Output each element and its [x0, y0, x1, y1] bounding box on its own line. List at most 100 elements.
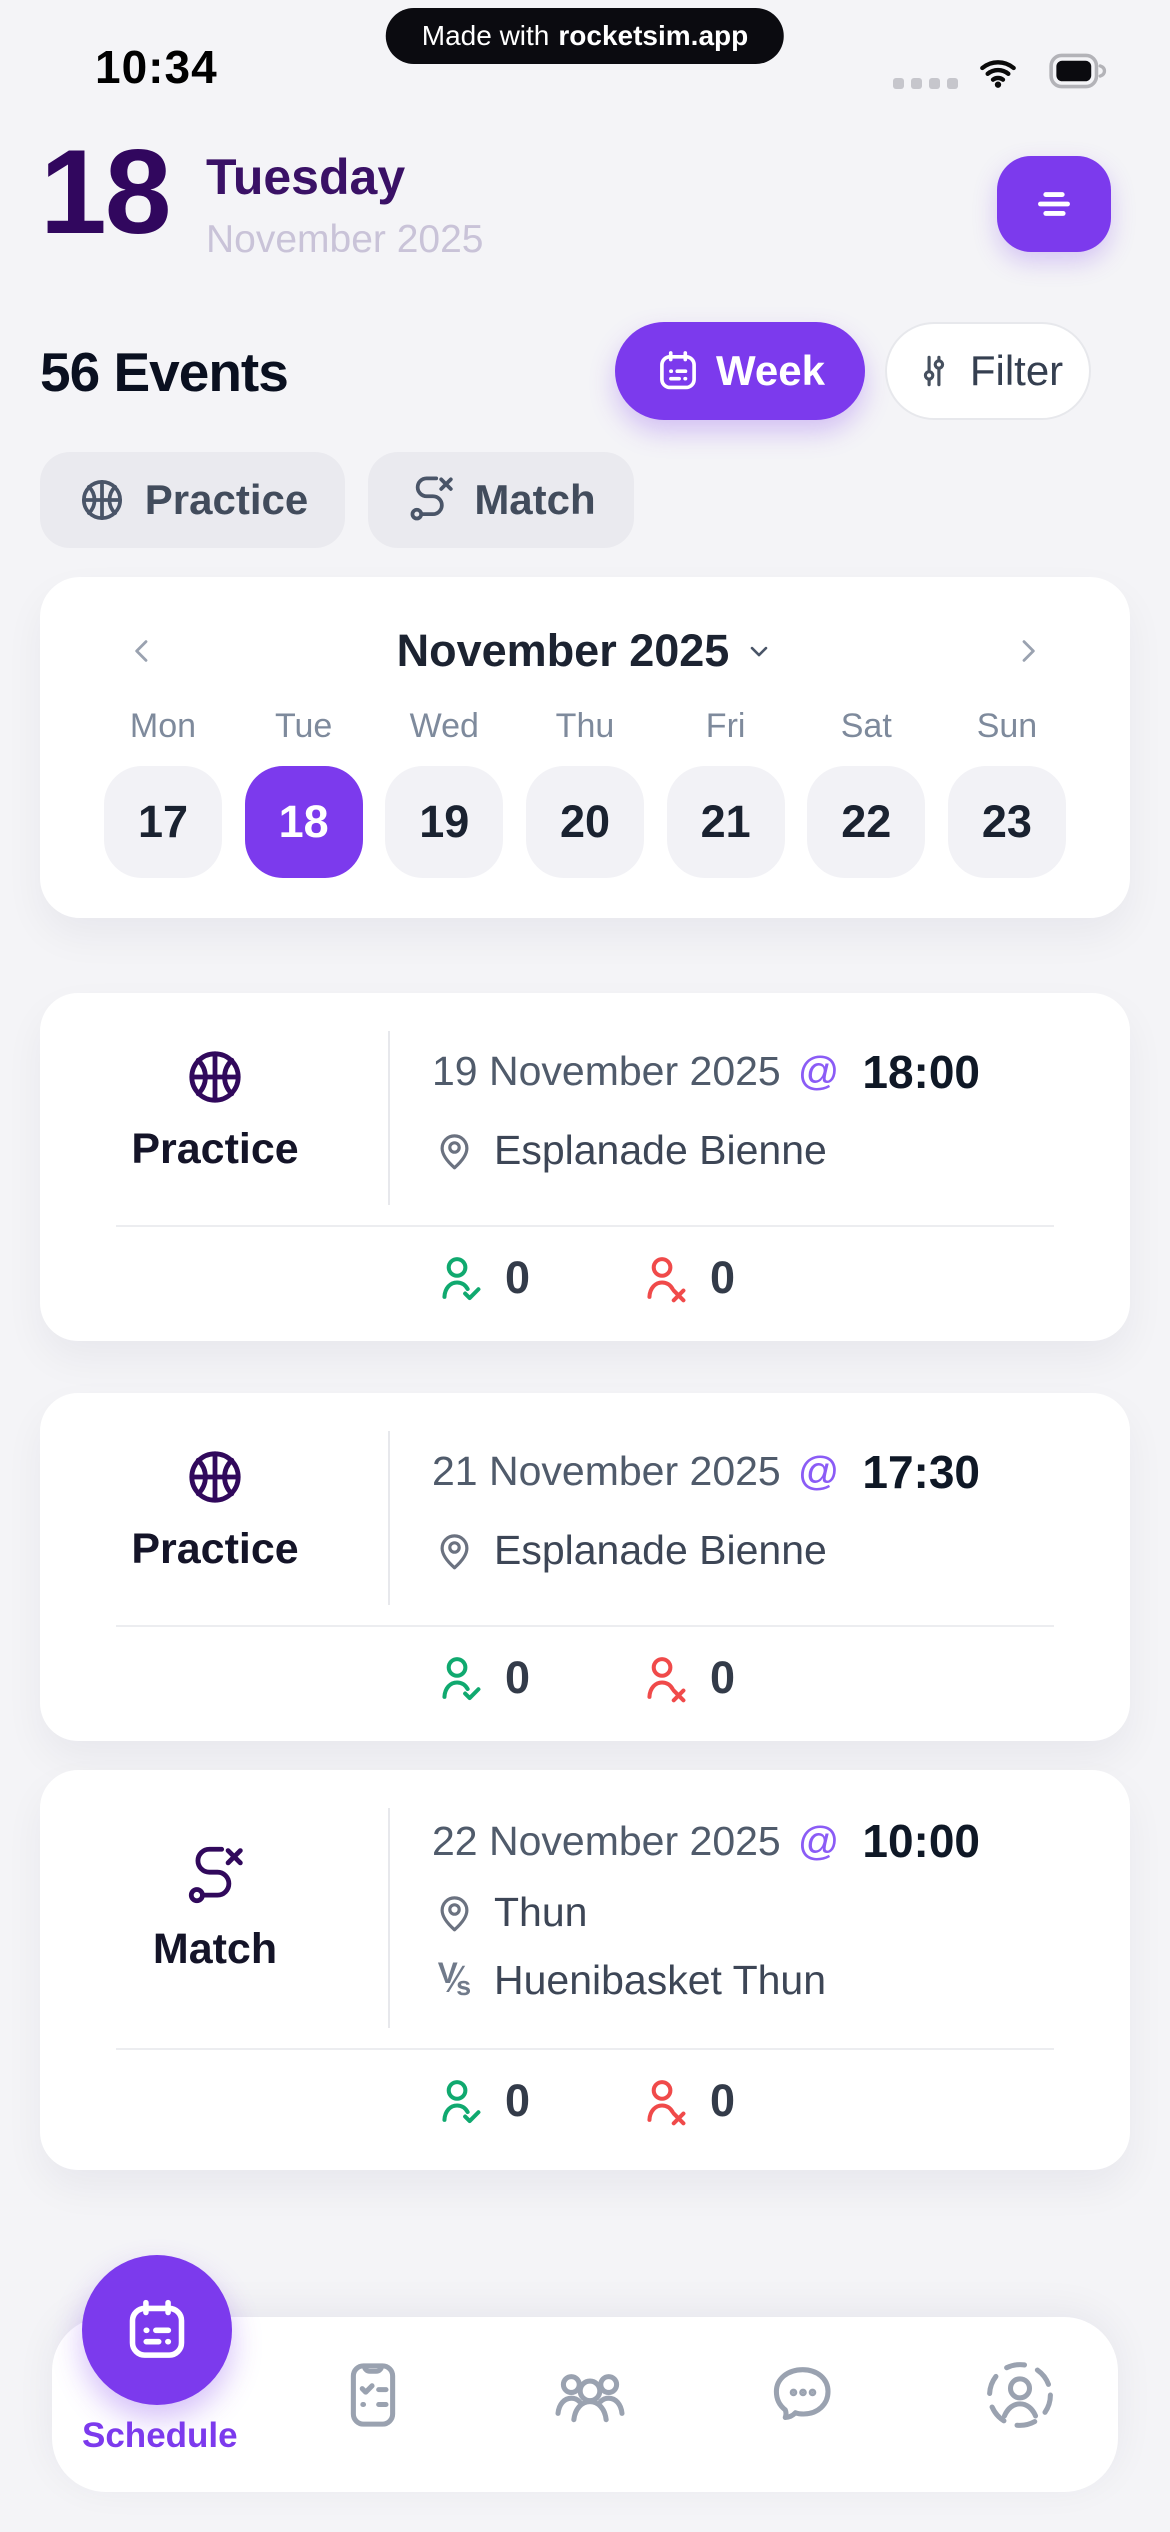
nav-checklist-icon[interactable]	[335, 2357, 411, 2433]
date-pill-22[interactable]: 22	[807, 766, 926, 878]
person-check-icon	[435, 2074, 489, 2128]
accepted-count: 0	[435, 1651, 530, 1705]
chip-match-label: Match	[474, 476, 596, 523]
person-x-icon	[640, 1651, 694, 1705]
event-card-practice-19[interactable]: Practice 19 November 2025 @ 18:00 Esplan…	[40, 993, 1130, 1341]
accepted-count: 0	[435, 1251, 530, 1305]
calendar-week-row: Mon 17 Tue 18 Wed 19 Thu 20 Fri 21 Sat 2…	[40, 677, 1130, 878]
divider	[388, 1031, 390, 1205]
rocketsim-banner: Made with rocketsim.app	[385, 8, 785, 64]
accepted-number: 0	[504, 2075, 530, 2126]
event-type-label: Practice	[131, 1524, 299, 1573]
day-name: Sun	[976, 707, 1038, 745]
nav-chat-icon[interactable]	[765, 2357, 841, 2433]
date-pill-23[interactable]: 23	[947, 766, 1066, 878]
event-card-practice-21[interactable]: Practice 21 November 2025 @ 17:30 Esplan…	[40, 1393, 1130, 1741]
week-label: Week	[716, 347, 825, 394]
calendar-icon	[122, 2295, 192, 2365]
day-name: Tue	[274, 707, 333, 745]
day-name: Mon	[129, 707, 197, 745]
sliders-icon	[913, 350, 955, 392]
basketball-icon	[183, 1445, 247, 1509]
nav-schedule-label[interactable]: Schedule	[82, 2416, 238, 2455]
status-icons	[893, 50, 1118, 92]
header-day-number: 18	[40, 125, 171, 259]
at-symbol: @	[797, 1817, 840, 1864]
day-name: Fri	[705, 707, 746, 745]
calendar-next-icon[interactable]	[1012, 635, 1044, 667]
divider	[116, 1625, 1054, 1627]
day-name: Wed	[409, 707, 479, 745]
status-time: 10:34	[95, 41, 218, 93]
declined-count: 0	[640, 2074, 735, 2128]
divider	[388, 1431, 390, 1605]
menu-button[interactable]	[997, 156, 1111, 252]
chip-practice-label: Practice	[144, 476, 309, 523]
week-toggle-button[interactable]: Week	[615, 322, 865, 420]
date-pill-17[interactable]: 17	[104, 766, 222, 878]
strategy-icon	[183, 1845, 247, 1909]
accepted-number: 0	[504, 1252, 530, 1303]
event-time: 10:00	[862, 1815, 981, 1867]
event-date: 21 November 2025	[432, 1448, 781, 1494]
date-pill-20[interactable]: 20	[525, 766, 644, 878]
menu-lines-icon	[1025, 175, 1083, 233]
header-month-year: November 2025	[206, 218, 484, 261]
filter-button[interactable]: Filter	[885, 322, 1091, 420]
banner-prefix: Made with	[421, 20, 550, 51]
basketball-icon	[77, 475, 127, 525]
event-card-match-22[interactable]: Match 22 November 2025 @ 10:00 Thun	[40, 1770, 1130, 2170]
chevron-down-icon	[745, 637, 773, 665]
day-name: Thu	[555, 707, 615, 745]
date-pill-19[interactable]: 19	[385, 766, 504, 878]
event-time: 18:00	[862, 1045, 981, 1098]
wifi-icon	[973, 52, 1023, 92]
person-x-icon	[640, 2074, 694, 2128]
event-opponent: Huenibasket Thun	[494, 1957, 827, 2003]
event-location: Thun	[494, 1889, 588, 1935]
strategy-icon	[406, 475, 456, 525]
location-pin-icon	[432, 1128, 477, 1173]
nav-team-icon[interactable]	[552, 2357, 628, 2433]
battery-icon	[1038, 50, 1118, 92]
calendar-card: November 2025 Mon 17 Tue 18 Wed 19	[40, 577, 1130, 918]
chip-match[interactable]: Match	[368, 452, 634, 548]
date-pill-21[interactable]: 21	[666, 766, 785, 878]
at-symbol: @	[797, 1448, 840, 1494]
person-check-icon	[435, 1651, 489, 1705]
calendar-title: November 2025	[396, 625, 730, 676]
person-x-icon	[640, 1251, 694, 1305]
divider	[116, 2048, 1054, 2050]
date-pill-18-selected[interactable]: 18	[244, 766, 363, 878]
nav-schedule-button[interactable]	[82, 2255, 232, 2405]
events-count: 56 Events	[40, 341, 289, 403]
declined-count: 0	[640, 1251, 735, 1305]
event-location: Esplanade Bienne	[494, 1526, 827, 1573]
at-symbol: @	[797, 1048, 840, 1094]
calendar-prev-icon[interactable]	[126, 635, 158, 667]
declined-number: 0	[710, 1652, 736, 1703]
divider	[116, 1225, 1054, 1227]
calendar-icon	[655, 348, 701, 394]
day-name: Sat	[840, 707, 892, 745]
chip-practice[interactable]: Practice	[40, 452, 345, 548]
accepted-number: 0	[504, 1652, 530, 1703]
event-type-label: Match	[152, 1924, 278, 1973]
filter-label: Filter	[969, 347, 1064, 394]
cellular-signal-icon	[893, 78, 958, 89]
basketball-icon	[183, 1045, 247, 1109]
event-location: Esplanade Bienne	[494, 1126, 827, 1173]
event-time: 17:30	[862, 1445, 981, 1498]
calendar-month-selector[interactable]: November 2025	[397, 625, 774, 677]
versus-icon: V ⁄ s	[437, 1956, 472, 2002]
person-check-icon	[435, 1251, 489, 1305]
event-date: 19 November 2025	[432, 1048, 781, 1094]
location-pin-icon	[432, 1890, 477, 1935]
nav-profile-icon[interactable]	[982, 2357, 1058, 2433]
header-weekday: Tuesday	[206, 149, 406, 205]
declined-number: 0	[710, 2075, 736, 2126]
declined-count: 0	[640, 1651, 735, 1705]
event-type-label: Practice	[131, 1124, 299, 1173]
declined-number: 0	[710, 1252, 736, 1303]
